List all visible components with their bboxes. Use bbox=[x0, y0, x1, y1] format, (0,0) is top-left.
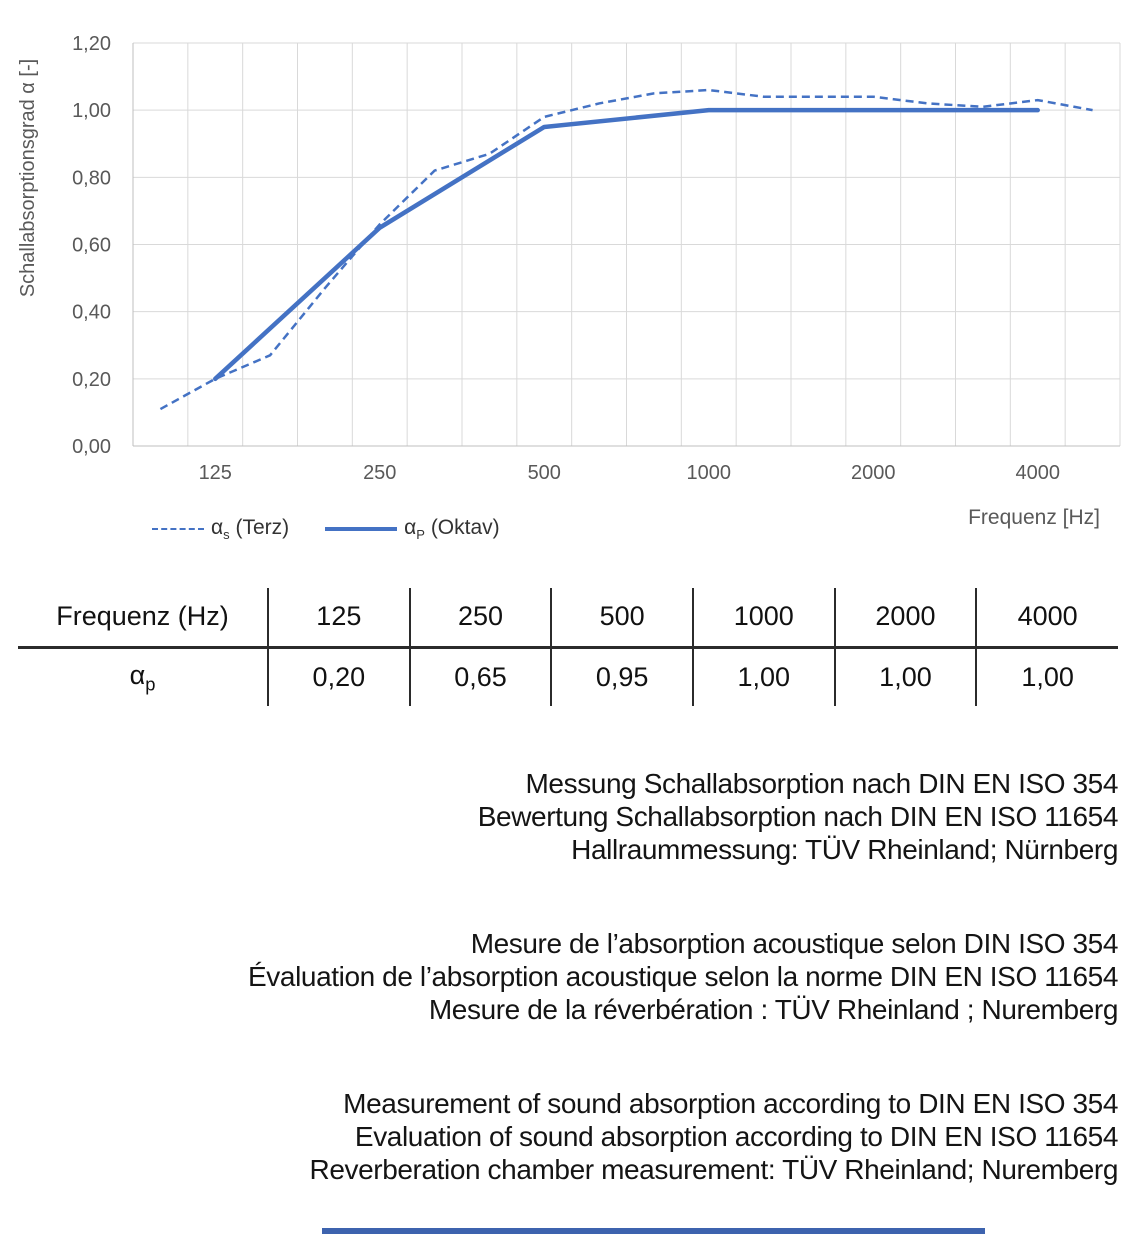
legend-text: (Terz) bbox=[229, 516, 290, 539]
y-tick-label: 0,00 bbox=[72, 436, 111, 458]
footer-accent-bar bbox=[322, 1228, 985, 1234]
alpha-subscript: p bbox=[145, 672, 156, 694]
alpha-p-table: Frequenz (Hz) 125 250 500 1000 2000 4000… bbox=[18, 588, 1118, 706]
note-line: Evaluation of sound absorption according… bbox=[354, 1121, 1118, 1152]
y-tick-label: 0,40 bbox=[72, 302, 111, 324]
table-value-cell: 0,95 bbox=[551, 647, 694, 706]
sound-absorption-chart: Schallabsorptionsgrad α [-] 0,00 0,20 0,40… bbox=[0, 0, 1135, 500]
chart-canvas: Schallabsorptionsgrad α [-] 0,00 0,20 0,40… bbox=[17, 33, 1121, 484]
solid-line-swatch bbox=[325, 527, 398, 532]
table-header-cell: 500 bbox=[551, 588, 694, 649]
x-tick-label: 500 bbox=[528, 462, 561, 484]
x-axis-title: Frequenz [Hz] bbox=[968, 506, 1100, 529]
x-tick-label: 125 bbox=[199, 462, 232, 484]
y-tick-label: 0,60 bbox=[72, 235, 111, 257]
table-value-cell: 1,00 bbox=[692, 647, 836, 706]
table-value-cell: 0,20 bbox=[268, 647, 411, 706]
x-tick-label: 250 bbox=[363, 462, 396, 484]
alpha-symbol: α bbox=[129, 659, 146, 690]
table-header-cell: 4000 bbox=[976, 588, 1118, 649]
x-tick-label: 4000 bbox=[1016, 462, 1061, 484]
legend-item-alpha-p: αP (Oktav) bbox=[325, 516, 500, 542]
alpha-subscript: P bbox=[416, 527, 425, 543]
x-tick-label: 2000 bbox=[851, 462, 896, 484]
table-value-cell: 1,00 bbox=[834, 647, 978, 706]
alpha-symbol: α bbox=[404, 516, 417, 539]
legend-label-alpha-p: αP (Oktav) bbox=[404, 516, 500, 542]
note-line: Reverberation chamber measurement: TÜV R… bbox=[309, 1154, 1119, 1185]
table-header-cell: 1000 bbox=[692, 588, 836, 649]
y-tick-label: 1,20 bbox=[72, 33, 111, 55]
note-line: Bewertung Schallabsorption nach DIN EN I… bbox=[477, 801, 1119, 832]
table-value-cell: 1,00 bbox=[1021, 661, 1074, 692]
series-alpha-p-line bbox=[213, 107, 1040, 382]
note-german: Messung Schallabsorption nach DIN EN ISO… bbox=[18, 767, 1119, 866]
legend-text: (Oktav) bbox=[424, 516, 500, 539]
legend-label-alpha-s: αs (Terz) bbox=[211, 516, 289, 542]
table-header-cell: 125 bbox=[268, 588, 411, 649]
dashed-line-swatch bbox=[152, 528, 204, 531]
y-tick-label: 0,80 bbox=[72, 167, 111, 189]
table-row-label-alpha-p: αp bbox=[18, 647, 269, 706]
note-line: Mesure de l’absorption acoustique selon … bbox=[470, 928, 1119, 959]
y-tick-label: 0,20 bbox=[72, 369, 111, 391]
legend-item-alpha-s: αs (Terz) bbox=[152, 516, 289, 542]
chart-legend: αs (Terz) αP (Oktav) bbox=[152, 516, 500, 542]
table-header-cell: 250 bbox=[409, 588, 553, 649]
note-line: Évaluation de l’absorption acoustique se… bbox=[248, 961, 1118, 992]
table-value-row: αp 0,20 0,65 0,95 1,00 1,00 1,00 bbox=[18, 647, 1118, 706]
note-english: Measurement of sound absorption accordin… bbox=[18, 1087, 1119, 1186]
table-header-cell: 2000 bbox=[834, 588, 978, 649]
note-line: Messung Schallabsorption nach DIN EN ISO… bbox=[525, 768, 1119, 799]
note-line: Hallraummessung: TÜV Rheinland; Nürnberg bbox=[571, 834, 1118, 865]
note-line: Mesure de la réverbération : TÜV Rheinla… bbox=[428, 994, 1119, 1025]
x-tick-label: 1000 bbox=[687, 462, 732, 484]
note-line: Measurement of sound absorption accordin… bbox=[343, 1088, 1118, 1119]
alpha-p-table-wrap: Frequenz (Hz) 125 250 500 1000 2000 4000… bbox=[18, 588, 1118, 706]
y-tick-label: 1,00 bbox=[72, 100, 111, 122]
table-value-cell: 0,65 bbox=[409, 647, 553, 706]
table-header-row: Frequenz (Hz) 125 250 500 1000 2000 4000 bbox=[18, 588, 1118, 649]
note-french: Mesure de l’absorption acoustique selon … bbox=[18, 927, 1118, 1026]
table-header-frequency: Frequenz (Hz) bbox=[18, 588, 269, 649]
series-alpha-s-line bbox=[159, 88, 1093, 411]
y-axis-title: Schallabsorptionsgrad α [-] bbox=[17, 59, 39, 297]
alpha-subscript: s bbox=[223, 527, 230, 543]
alpha-symbol: α bbox=[211, 516, 224, 539]
